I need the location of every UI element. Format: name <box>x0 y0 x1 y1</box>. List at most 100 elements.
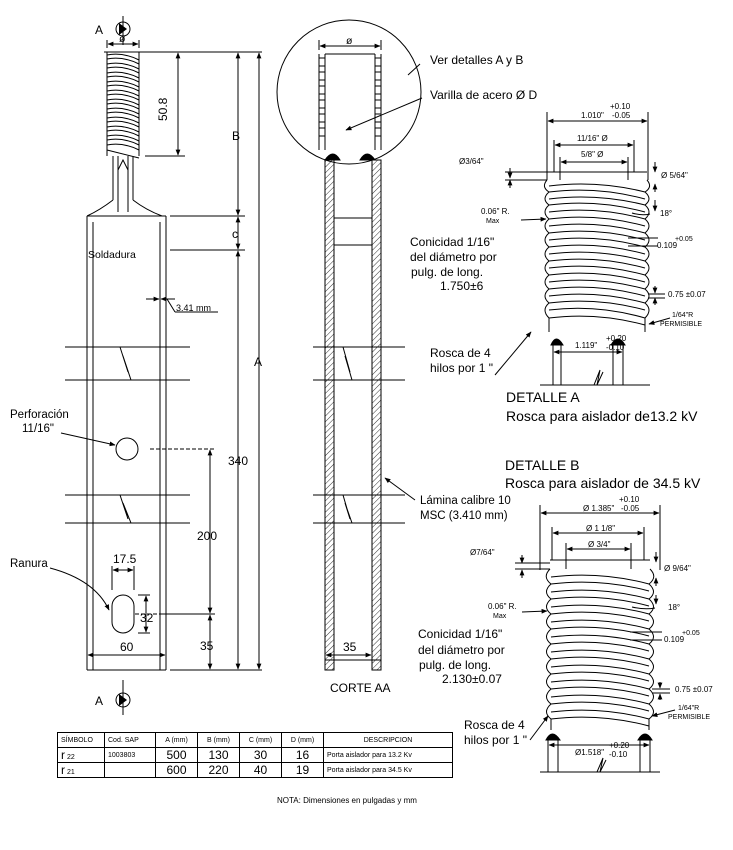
dim-total: 340 <box>228 454 249 468</box>
dim-35-section: 35 <box>343 640 357 654</box>
detail-b-thread-note-2: hilos por 1 " <box>464 733 527 747</box>
detail-a-permissible-2: PERMISIBLE <box>660 321 703 328</box>
detail-a-dim-base-tol-minus: -0.10 <box>606 343 625 352</box>
detail-a-title: DETALLE A <box>506 389 580 405</box>
detail-a-tol-plus: +0.10 <box>610 102 631 111</box>
cell-c: 40 <box>239 762 282 778</box>
cell-description: Porta aislador para 13.2 Kv <box>323 747 453 763</box>
detail-a-thread-note-1: Rosca de 4 <box>430 346 491 360</box>
detail-a-pitch: 0.109 <box>657 241 678 250</box>
detail-b-radius: 0.06" R. <box>488 602 517 611</box>
header-symbol: SÍMBOLO <box>57 732 105 748</box>
header-sap: Cod. SAP <box>104 732 156 748</box>
dim-a: A <box>254 355 263 369</box>
detail-b-pitch: 0.109 <box>664 635 685 644</box>
detail-b-title: DETALLE B <box>505 457 580 473</box>
detail-b-dim-base-tol-plus: +0.20 <box>609 741 630 750</box>
detail-a-dim-outer: 1.010" <box>581 111 604 120</box>
header-d: D (mm) <box>281 732 324 748</box>
spec-table-header: SÍMBOLO Cod. SAP A (mm) B (mm) C (mm) D … <box>57 732 453 748</box>
section-view <box>276 19 423 671</box>
detail-b-dim-base: Ø1.518" <box>575 748 605 757</box>
header-description: DESCRIPCION <box>323 732 453 748</box>
detail-a-dim-base-tol-plus: +0.20 <box>606 334 627 343</box>
callout-details: Ver detalles A y B <box>430 53 524 67</box>
table-row: r 22 1003803 500 130 30 16 Porta aislado… <box>57 747 453 763</box>
detail-a-dim-inner: 5/8" Ø <box>581 150 604 159</box>
left-view <box>49 16 262 715</box>
dim-thread-length: 50.8 <box>156 97 170 121</box>
callout-sheet-2: MSC (3.410 mm) <box>420 510 508 522</box>
detail-b-chamfer-left: Ø7/64" <box>470 548 495 557</box>
detail-b-taper-3: pulg. de long. <box>419 658 492 672</box>
diameter-symbol: ø <box>119 33 126 45</box>
spec-table: SÍMBOLO Cod. SAP A (mm) B (mm) C (mm) D … <box>57 732 453 778</box>
header-c: C (mm) <box>239 732 282 748</box>
detail-a-taper-2: del diámetro por <box>410 250 497 264</box>
threaded-stud <box>104 51 142 159</box>
note: NOTA: Dimensiones en pulgadas y mm <box>277 796 417 805</box>
detail-a-dim-base: 1.119" <box>575 341 598 350</box>
cell-a: 600 <box>155 762 198 778</box>
section-marker-bottom: A <box>95 694 104 708</box>
label-weld: Soldadura <box>88 249 136 261</box>
detail-b-thread-note-1: Rosca de 4 <box>464 718 525 732</box>
cell-sap: 1003803 <box>104 747 156 763</box>
dim-200: 200 <box>197 529 218 543</box>
header-a: A (mm) <box>155 732 198 748</box>
label-hole-size: 11/16" <box>22 423 55 435</box>
cell-d: 16 <box>281 747 324 763</box>
dim-slot-width: 17.5 <box>113 552 137 566</box>
detail-a-taper-4: 1.750±6 <box>440 279 484 293</box>
detail-b-taper-4: 2.130±0.07 <box>442 672 502 686</box>
cell-b: 130 <box>197 747 240 763</box>
section-marker-top: A <box>95 23 104 37</box>
cell-symbol: r 22 <box>57 747 105 763</box>
detail-b-subtitle: Rosca para aislador de 34.5 kV <box>505 475 701 491</box>
dim-wall: 3.41 mm <box>176 303 212 313</box>
callout-rod: Varilla de acero Ø D <box>430 88 538 102</box>
cell-symbol: r 21 <box>57 762 105 778</box>
table-row: r 21 600 220 40 19 Porta aislador para 3… <box>57 762 453 778</box>
detail-a-chamfer-left: Ø3/64" <box>459 157 484 166</box>
section-title: CORTE AA <box>330 681 391 695</box>
detail-a-taper-1: Conicidad 1/16" <box>410 235 495 249</box>
dim-35-left: 35 <box>200 639 214 653</box>
detail-b-dim-mid: Ø 1 1/8" <box>586 524 616 533</box>
label-slot: Ranura <box>10 558 48 570</box>
detail-a-subtitle: Rosca para aislador de13.2 kV <box>506 408 698 424</box>
detail-b-chamfer-right: Ø 9/64" <box>664 564 691 573</box>
header-b: B (mm) <box>197 732 240 748</box>
symbol-sub: 21 <box>66 769 75 776</box>
detail-b-angle: 18° <box>668 603 681 612</box>
dim-slot-height: 32 <box>140 611 154 625</box>
label-hole-title: Perforación <box>10 409 69 421</box>
detail-a-drawing <box>494 112 671 386</box>
cell-sap <box>104 762 156 778</box>
cell-b: 220 <box>197 762 240 778</box>
detail-a-permissible-1: 1/64"R <box>672 312 694 319</box>
detail-a-chamfer-right: Ø 5/64" <box>661 171 688 180</box>
detail-b-tol-plus: +0.10 <box>619 495 640 504</box>
detail-b-taper-1: Conicidad 1/16" <box>418 627 503 641</box>
dim-60: 60 <box>120 640 134 654</box>
detail-a-dim-075: 0.75 ±0.07 <box>668 290 706 299</box>
cell-d: 19 <box>281 762 324 778</box>
detail-b-permissible-1: 1/64"R <box>678 705 700 712</box>
detail-b-tol-minus: -0.05 <box>621 504 640 513</box>
detail-a-dim-mid: 11/16" Ø <box>577 134 608 143</box>
dim-b: B <box>232 129 241 143</box>
detail-a-tol-minus: -0.05 <box>612 111 631 120</box>
detail-b-drawing <box>515 505 676 773</box>
symbol-sub: 22 <box>66 754 75 761</box>
detail-a-pitch-tol: +0.05 <box>675 236 693 243</box>
detail-b-radius-max: Max <box>493 613 507 620</box>
detail-b-dim-075: 0.75 ±0.07 <box>675 685 713 694</box>
detail-a-radius-max: Max <box>486 218 500 225</box>
detail-b-dim-outer: Ø 1.385" <box>583 504 615 513</box>
detail-b-dim-base-tol-minus: -0.10 <box>609 750 628 759</box>
section-diameter-symbol: ø <box>346 35 353 47</box>
cell-a: 500 <box>155 747 198 763</box>
symbol-glyph: r <box>61 748 65 762</box>
